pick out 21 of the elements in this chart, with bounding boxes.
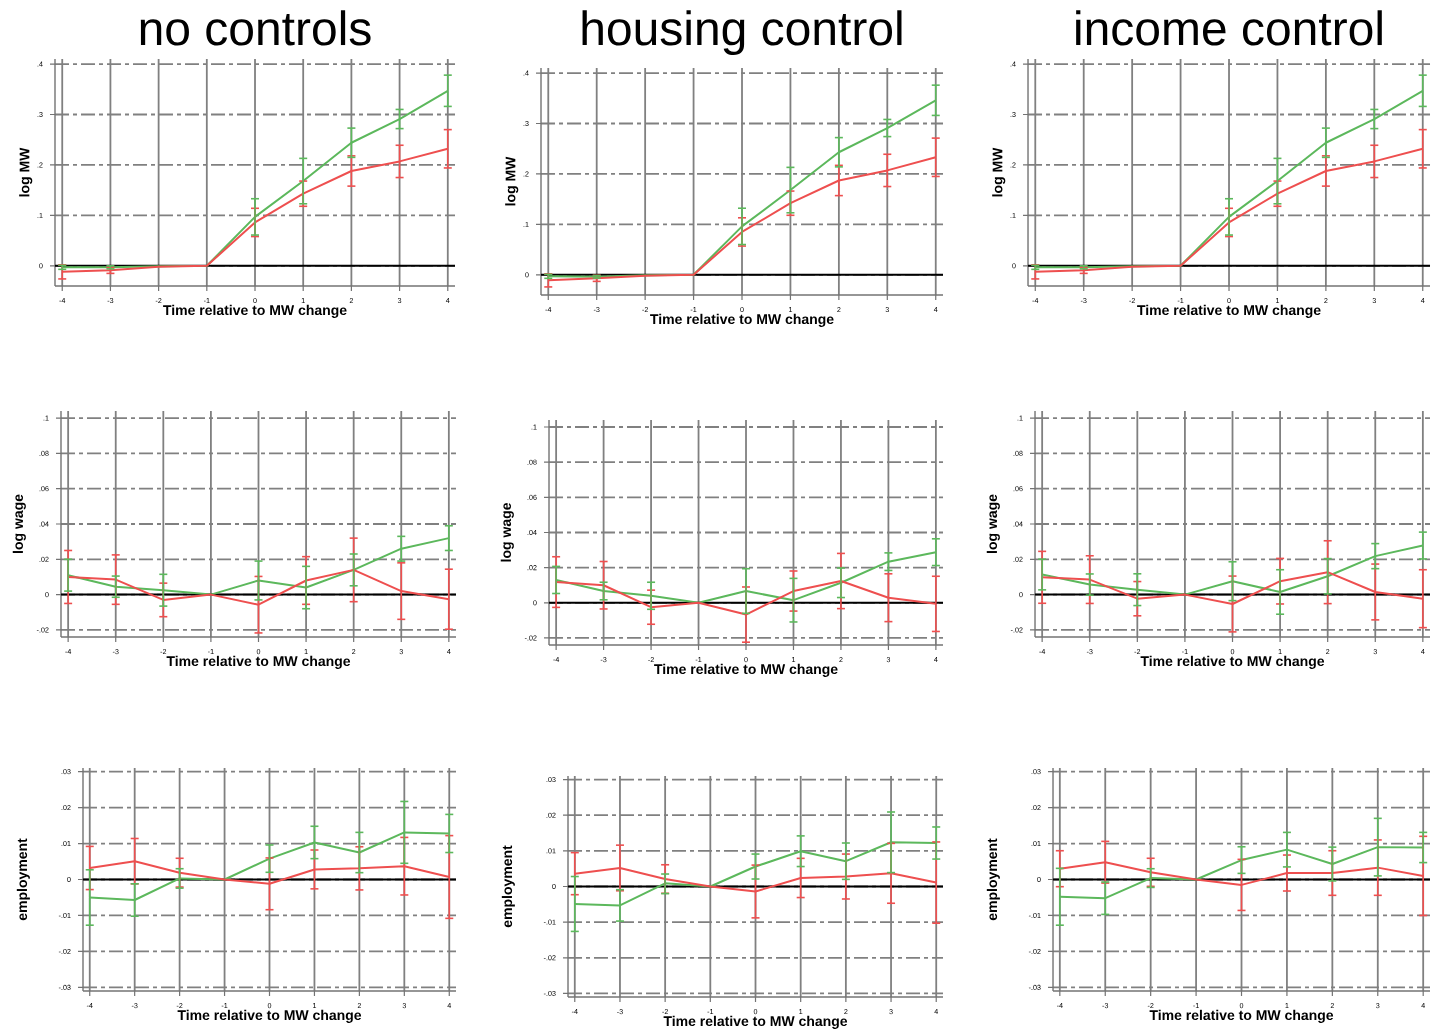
y-axis-title: log MW	[992, 147, 1006, 197]
x-axis-title: Time relative to MW change	[650, 313, 834, 327]
y-axis-title: employment	[501, 845, 515, 928]
y-axis-title: log MW	[505, 156, 519, 206]
y-axis-title: log wage	[500, 503, 514, 562]
chart-title: no controls	[140, 10, 371, 46]
chart-title: income control	[1076, 10, 1382, 46]
y-axis-title: log wage	[986, 494, 1000, 553]
x-axis-title: Time relative to MW change	[654, 663, 838, 677]
y-axis-title: employment	[986, 838, 1000, 921]
chart-title: housing control	[582, 10, 902, 56]
x-axis-title: Time relative to MW change	[166, 655, 351, 669]
x-axis-title: Time relative to MW change	[1137, 304, 1321, 318]
x-axis-title: Time relative to MW change	[1140, 655, 1325, 669]
y-axis-title: log MW	[19, 147, 33, 197]
x-axis-title: Time relative to MW change	[163, 304, 347, 318]
x-axis-title: Time relative to MW change	[1149, 1009, 1334, 1023]
y-axis-title: employment	[16, 838, 30, 921]
x-axis-title: Time relative to MW change	[177, 1009, 362, 1023]
y-axis-title: log wage	[12, 494, 26, 553]
x-axis-title: Time relative to MW change	[663, 1015, 848, 1029]
